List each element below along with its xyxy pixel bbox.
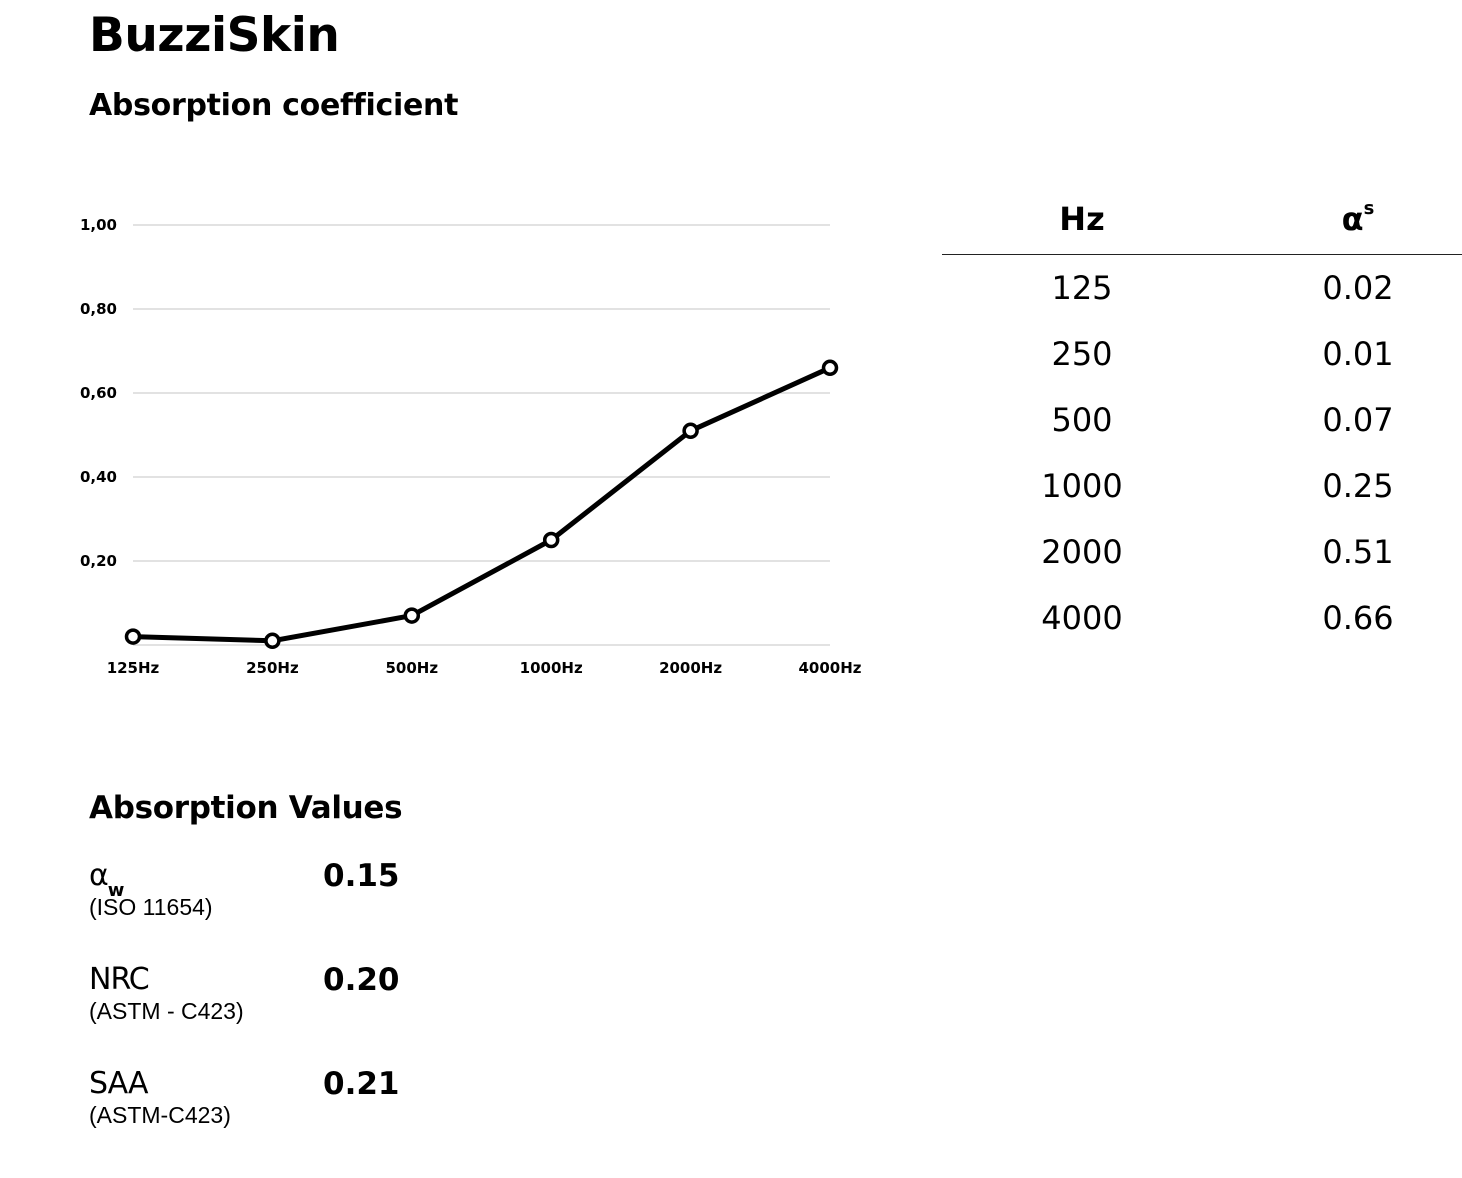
table-cell-alpha: 0.66: [1322, 599, 1394, 637]
absorption-value-number: 0.21: [323, 1066, 400, 1102]
absorption-value-standard: (ISO 11654): [89, 894, 213, 920]
table-cell-hz: 4000: [1041, 599, 1123, 637]
table-cell-hz: 500: [1051, 401, 1113, 439]
chart-series: [124, 359, 839, 650]
table-cell-alpha: 0.01: [1322, 335, 1394, 373]
data-point: [821, 359, 839, 377]
table-row: 1000 0.25: [942, 453, 1462, 519]
table-row: 4000 0.66: [942, 585, 1462, 651]
data-point: [264, 632, 281, 650]
absorption-line-chart: 1,00 0,80 0,60 0,40 0,20 125Hz 250Hz 500Hz 1000…: [80, 216, 862, 677]
table-cell-alpha: 0.02: [1322, 269, 1394, 307]
absorption-value-name: NRC: [89, 962, 150, 997]
chart-gridlines: [133, 224, 830, 646]
x-tick-label: 125Hz: [107, 659, 160, 677]
table-cell-hz: 2000: [1041, 533, 1123, 571]
table-row: 500 0.07: [942, 387, 1462, 453]
absorption-value-standard: (ASTM - C423): [89, 998, 244, 1024]
table-cell-alpha: 0.25: [1322, 467, 1394, 505]
table-cell-hz: 1000: [1041, 467, 1123, 505]
absorption-value-item: SAA (ASTM-C423) 0.21: [89, 1066, 489, 1156]
absorption-value-name: αw: [89, 858, 124, 901]
absorption-value-name: SAA: [89, 1066, 148, 1101]
y-tick-label: 1,00: [80, 216, 117, 234]
absorption-value-item: αw (ISO 11654) 0.15: [89, 858, 489, 948]
table-cell-hz: 125: [1051, 269, 1113, 307]
x-tick-label: 4000Hz: [798, 659, 861, 677]
data-point: [124, 628, 142, 645]
y-tick-label: 0,20: [80, 552, 117, 570]
x-tick-label: 250Hz: [246, 659, 299, 677]
x-tick-label: 2000Hz: [659, 659, 722, 677]
y-tick-label: 0,60: [80, 384, 117, 402]
x-tick-label: 500Hz: [385, 659, 438, 677]
absorption-value-subscript: w: [107, 880, 125, 901]
data-point: [542, 531, 560, 549]
table-row: 2000 0.51: [942, 519, 1462, 585]
y-tick-label: 0,40: [80, 468, 117, 486]
absorption-values-heading: Absorption Values: [89, 790, 403, 826]
x-tick-label: 1000Hz: [520, 659, 583, 677]
chart-y-axis-labels: 1,00 0,80 0,60 0,40 0,20: [80, 216, 117, 570]
table-row: 250 0.01: [942, 321, 1462, 387]
absorption-value-item: NRC (ASTM - C423) 0.20: [89, 962, 489, 1052]
absorption-value-symbol: SAA: [89, 1066, 148, 1101]
table-header-row: Hz αs: [942, 190, 1462, 255]
data-point: [403, 607, 421, 624]
data-point: [682, 422, 699, 440]
alpha-symbol: α: [1341, 200, 1364, 238]
table-cell-alpha: 0.07: [1322, 401, 1394, 439]
table-body: 125 0.02 250 0.01 500 0.07 1000 0.25 2000 0.51 400…: [942, 255, 1462, 651]
absorption-value-standard: (ASTM-C423): [89, 1102, 231, 1128]
absorption-value-symbol: α: [89, 858, 109, 893]
product-title: BuzziSkin: [89, 8, 340, 63]
series-line: [132, 365, 832, 644]
alpha-superscript: s: [1363, 198, 1375, 220]
chart-section-title: Absorption coefficient: [89, 88, 459, 123]
absorption-table: Hz αs 125 0.02 250 0.01 500 0.07 1000 0.25 2000 0…: [942, 190, 1462, 651]
table-header-hz: Hz: [1059, 200, 1105, 238]
absorption-value-number: 0.20: [323, 962, 400, 998]
absorption-value-number: 0.15: [323, 858, 400, 894]
chart-x-axis-labels: 125Hz 250Hz 500Hz 1000Hz 2000Hz 4000Hz: [107, 659, 862, 677]
absorption-value-symbol: NRC: [89, 962, 150, 997]
table-cell-hz: 250: [1051, 335, 1113, 373]
table-cell-alpha: 0.51: [1322, 533, 1394, 571]
y-tick-label: 0,80: [80, 300, 117, 318]
table-row: 125 0.02: [942, 255, 1462, 321]
table-header-alpha: αs: [1228, 198, 1462, 238]
